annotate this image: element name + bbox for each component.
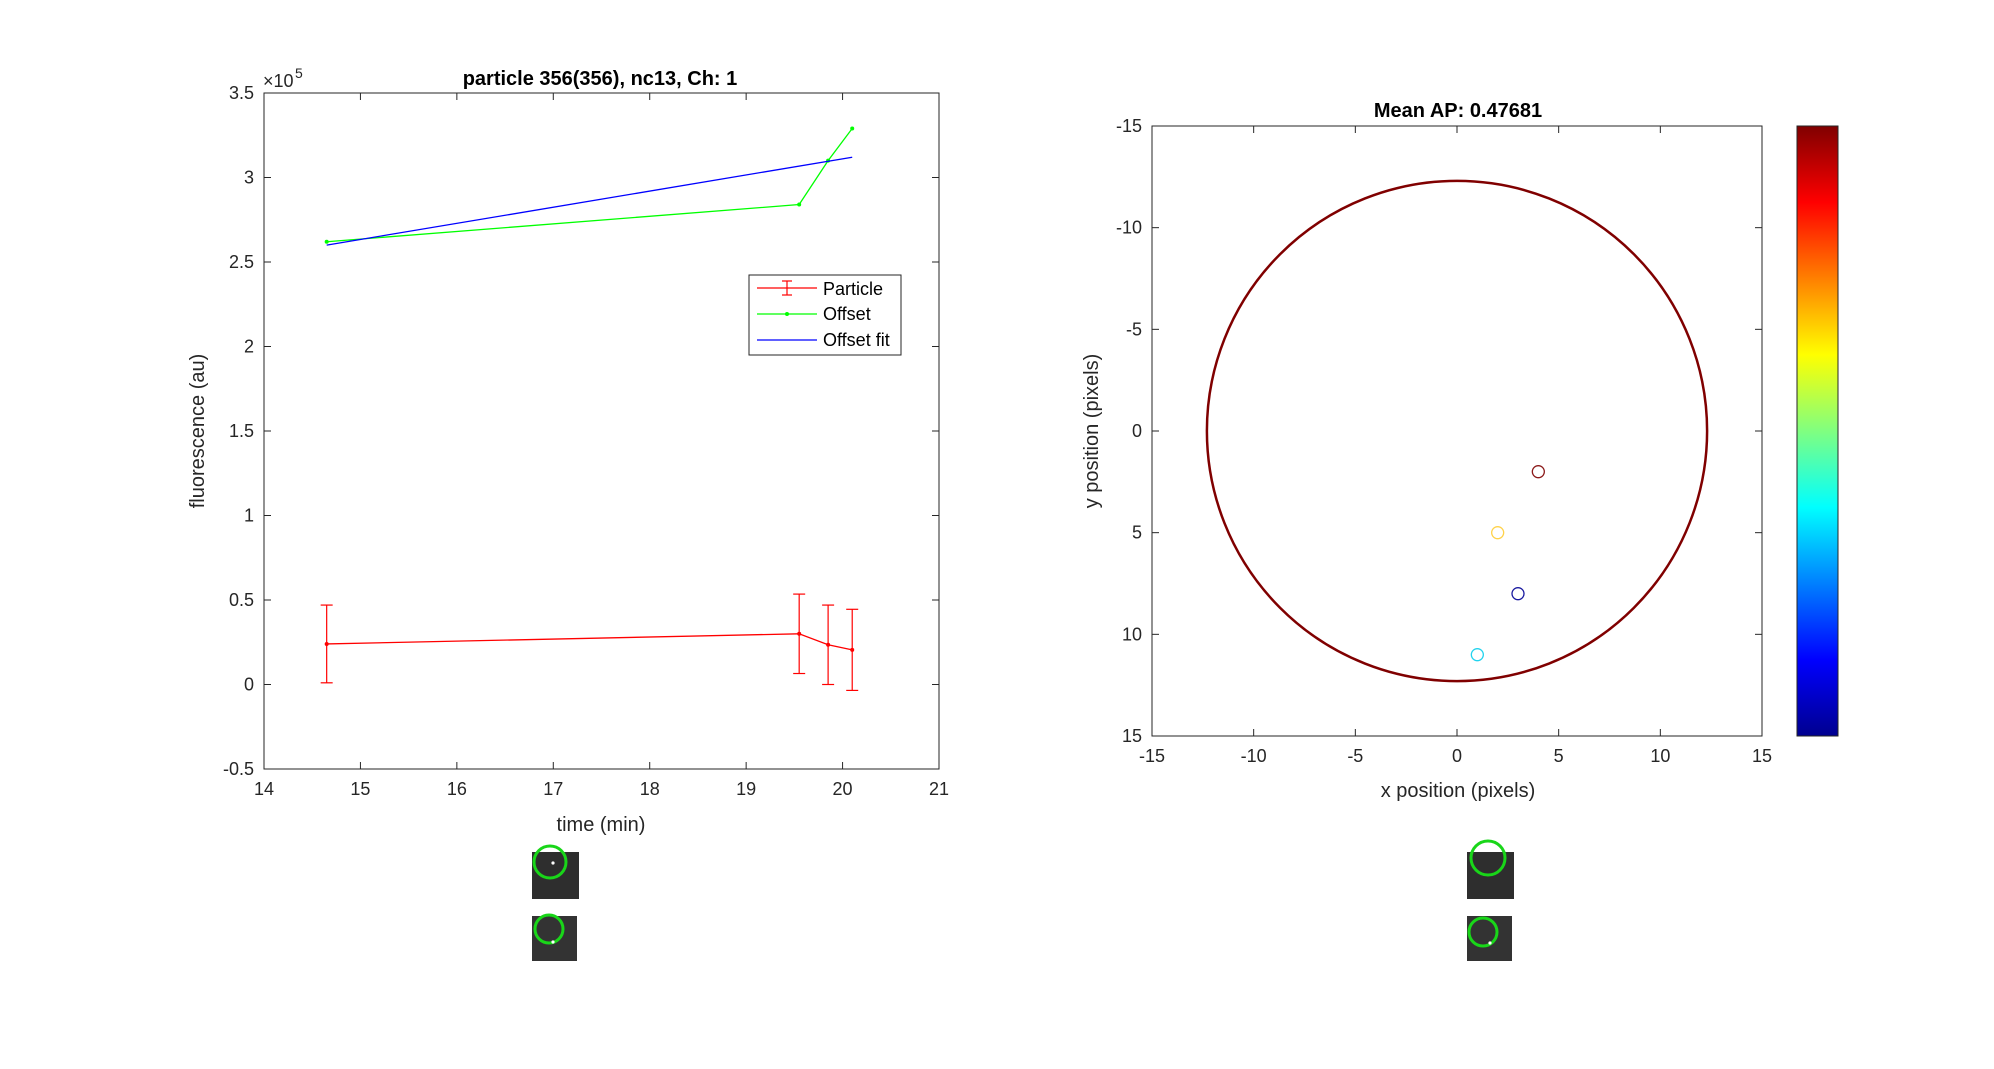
y-tick-label: 2.5 <box>229 252 254 272</box>
y-tick-label: 2 <box>244 337 254 357</box>
y-axis-label: fluorescence (au) <box>187 354 209 509</box>
y-tick-label: 0 <box>1132 421 1142 441</box>
x-tick-label: 19 <box>736 779 756 799</box>
y-axis-label-position: y position (pixels) <box>1081 354 1103 509</box>
marks-group <box>1205 179 1709 683</box>
data-point <box>850 647 855 652</box>
y-exponent-base: ×10 <box>263 71 294 91</box>
y-tick-label: 0 <box>244 675 254 695</box>
y-tick-label: 10 <box>1122 624 1142 644</box>
legend-item-particle: Particle <box>757 279 883 299</box>
x-tick-label: 5 <box>1554 746 1564 766</box>
y-axis-ticks: -0.5 0 0.5 1 1.5 2 2.5 3 3.5 <box>223 83 939 779</box>
colorbar <box>1796 125 1839 737</box>
x-axis-label-position: x position (pixels) <box>1381 780 1536 802</box>
data-point <box>850 126 855 131</box>
x-tick-label: 17 <box>543 779 563 799</box>
legend-label-particle: Particle <box>823 279 883 299</box>
y-tick-label: -15 <box>1116 116 1142 136</box>
y-exponent-power: 5 <box>295 65 303 81</box>
x-tick-label: -5 <box>1347 746 1363 766</box>
y-tick-label: -10 <box>1116 218 1142 238</box>
position-chart: Mean AP: 0.47681 -15 -10 -5 0 5 10 15 -15 -10 -5… <box>1081 100 1839 802</box>
y-tick-label: 15 <box>1122 726 1142 746</box>
y-tick-label: 1 <box>244 506 254 526</box>
x-tick-label: 14 <box>254 779 274 799</box>
fluorescence-chart: particle 356(356), nc13, Ch: 1 14 15 16 17 1… <box>187 65 949 836</box>
plot-area <box>263 92 940 770</box>
position-marker <box>1531 465 1545 479</box>
thumbnail-right-2 <box>1467 916 1512 961</box>
y-tick-label: -5 <box>1126 319 1142 339</box>
thumbnails <box>532 839 1514 961</box>
series-group <box>320 126 859 692</box>
series-line-offset-fit <box>326 156 853 246</box>
x-tick-label: 15 <box>350 779 370 799</box>
data-point <box>826 642 831 647</box>
x-tick-label: 21 <box>929 779 949 799</box>
y-tick-label: 1.5 <box>229 421 254 441</box>
x-tick-label: 0 <box>1452 746 1462 766</box>
thumbnail-right-1 <box>1467 839 1514 899</box>
y-tick-label: 3.5 <box>229 83 254 103</box>
series-line-offset <box>326 128 853 243</box>
nucleus-outline <box>1205 179 1709 683</box>
chart-title-position: Mean AP: 0.47681 <box>1374 100 1542 122</box>
x-tick-label: -15 <box>1139 746 1165 766</box>
y-axis-ticks-position: -15 -10 -5 0 5 10 15 <box>1116 116 1762 746</box>
x-axis-label: time (min) <box>557 814 646 836</box>
x-tick-label: 18 <box>640 779 660 799</box>
x-tick-label: -10 <box>1241 746 1267 766</box>
y-tick-label: 3 <box>244 168 254 188</box>
legend: Particle Offset Offset fit <box>748 274 902 356</box>
chart-title: particle 356(356), nc13, Ch: 1 <box>463 68 738 90</box>
position-marker <box>1491 526 1505 540</box>
data-point <box>797 202 802 207</box>
position-marker <box>1511 587 1525 601</box>
y-tick-label: 5 <box>1132 523 1142 543</box>
legend-label-offset-fit: Offset fit <box>823 330 890 350</box>
x-axis-ticks-position: -15 -10 -5 0 5 10 15 <box>1139 126 1772 766</box>
y-tick-label: -0.5 <box>223 759 254 779</box>
data-point <box>797 631 802 636</box>
position-marker <box>1470 648 1484 662</box>
x-axis-ticks: 14 15 16 17 18 19 20 21 <box>254 93 949 799</box>
x-tick-label: 16 <box>447 779 467 799</box>
data-point <box>324 239 329 244</box>
y-tick-label: 0.5 <box>229 590 254 610</box>
series-line-particle <box>326 633 853 651</box>
x-tick-label: 20 <box>833 779 853 799</box>
data-point <box>324 641 329 646</box>
plot-area-position <box>1151 125 1763 737</box>
x-tick-label: 15 <box>1752 746 1772 766</box>
thumbnail-left-2 <box>532 913 577 961</box>
legend-item-offset-fit: Offset fit <box>757 330 890 350</box>
legend-label-offset: Offset <box>823 304 871 324</box>
legend-item-offset: Offset <box>757 304 871 324</box>
x-tick-label: 10 <box>1650 746 1670 766</box>
thumbnail-left-1 <box>532 844 579 899</box>
